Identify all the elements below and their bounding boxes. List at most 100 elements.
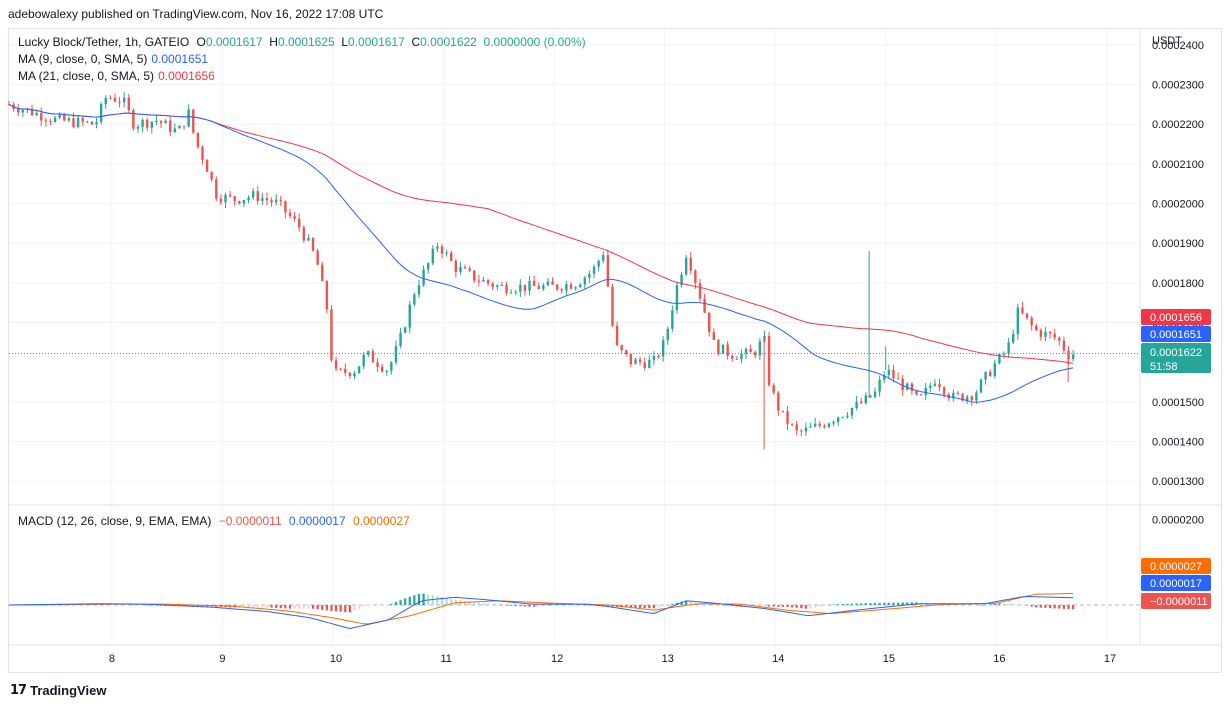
macd-y-tick: 0.0000200	[1152, 514, 1204, 526]
macd-hist-bar	[896, 602, 900, 605]
macd-hist-bar	[302, 605, 305, 609]
candle-body	[118, 101, 121, 103]
candle-body	[279, 199, 282, 202]
y-tick-label: 0.0001500	[1152, 397, 1204, 409]
candle-body	[367, 351, 370, 355]
candle-body	[353, 373, 356, 376]
moving-averages	[8, 104, 1140, 403]
candle-body	[873, 391, 877, 398]
macd-hist-bar	[1044, 605, 1047, 608]
candle-body	[321, 264, 324, 282]
candle-body	[795, 424, 798, 431]
candle-body	[40, 112, 43, 121]
symbol-label: Lucky Block/Tether, 1h, GATEIO	[18, 35, 190, 49]
candle-body	[813, 423, 817, 427]
macd-hist-bar	[966, 604, 969, 606]
macd-hist-bar	[569, 605, 573, 606]
candle-body	[344, 368, 347, 373]
candle-body	[201, 146, 204, 160]
macd-hist-bar	[970, 604, 973, 606]
macd-hist-bar	[275, 605, 278, 608]
ma21-line	[8, 104, 1074, 364]
candle-body	[440, 246, 444, 254]
macd-hist-bar	[675, 602, 679, 605]
macd-hist-bar	[533, 605, 536, 607]
macd-hist-bar	[873, 603, 877, 605]
candle-body	[1002, 353, 1006, 355]
candle-body	[680, 274, 683, 286]
candle-body	[804, 427, 808, 432]
macd-signal-tag-bg	[1141, 558, 1211, 574]
macd-hist-bar	[878, 602, 881, 605]
candle-body	[417, 285, 421, 295]
candle-body	[855, 401, 858, 408]
candle-body	[132, 110, 135, 129]
candle-body	[901, 378, 904, 391]
axes: 0.0002400 0.0002300 0.0002200 0.0002100 0.00…	[109, 35, 1204, 665]
candle-body	[113, 97, 117, 102]
macd-hist-bar	[450, 598, 453, 605]
candle-body	[878, 379, 881, 392]
candle-body	[256, 191, 259, 201]
macd-hist-bar	[689, 601, 692, 605]
candle-body	[426, 263, 430, 270]
macd-hist-bar	[132, 604, 135, 606]
macd-hist-bar	[482, 603, 485, 605]
candle-body	[339, 368, 342, 370]
macd-hist-bar	[800, 605, 803, 609]
macd-hist-bar	[528, 605, 531, 607]
candle-body	[952, 392, 955, 399]
macd-hist-bar	[261, 605, 264, 608]
ma9-line	[8, 104, 1074, 403]
macd-line-tag: 0.0000017	[1150, 578, 1202, 590]
candle-body	[988, 371, 992, 377]
candle-body	[984, 371, 987, 380]
candle-body	[362, 354, 365, 367]
candle-body	[514, 291, 517, 293]
macd-hist-bar	[298, 605, 301, 609]
grid	[9, 29, 1221, 646]
candle-body	[394, 346, 398, 363]
macd-hist-bar	[1053, 605, 1056, 609]
candle-body	[638, 359, 642, 363]
y-tick-label: 0.0002200	[1152, 119, 1204, 131]
tv-logo-icon: 𝟭𝟳	[10, 682, 27, 697]
macd-signal-line	[8, 592, 1074, 625]
tradingview-logo[interactable]: 𝟭𝟳 TradingView	[10, 682, 106, 698]
ma21-price-tag: 0.0001656	[1150, 312, 1202, 324]
macd-hist-bar	[500, 605, 504, 606]
macd-hist-bar	[445, 597, 448, 605]
x-tick-label: 11	[440, 653, 451, 665]
x-tick-label: 10	[330, 653, 342, 665]
candle-body	[666, 328, 669, 341]
macd-hist-bar	[846, 603, 849, 605]
macd-hist-bar	[371, 605, 375, 606]
macd-hist-bar	[270, 605, 273, 608]
candle-body	[836, 417, 840, 422]
macd-hist-bar	[523, 605, 527, 607]
y-tick-label: 0.0001300	[1152, 476, 1204, 488]
candle-body	[436, 246, 439, 249]
candle-body	[422, 269, 425, 286]
candle-body	[284, 201, 287, 213]
macd-hist-bar	[611, 605, 614, 607]
candle-body	[122, 97, 126, 103]
candle-body	[625, 350, 628, 355]
macd-hist-bar	[1035, 605, 1038, 608]
x-tick-label: 8	[109, 653, 115, 665]
candle-body	[90, 121, 94, 125]
candle-body	[896, 378, 900, 380]
candle-body	[675, 285, 679, 311]
macd-hist-bar	[330, 605, 333, 611]
candle-body	[883, 375, 886, 380]
candle-body	[274, 199, 278, 203]
macd-hist-bar	[353, 605, 356, 611]
macd-hist-bar	[404, 598, 407, 605]
candle-body	[325, 281, 329, 310]
macd-hist-bar	[376, 605, 379, 606]
candle-body	[528, 280, 531, 291]
macd-hist-bar	[855, 603, 858, 605]
candle-body	[634, 359, 637, 365]
candle-body	[712, 332, 716, 340]
